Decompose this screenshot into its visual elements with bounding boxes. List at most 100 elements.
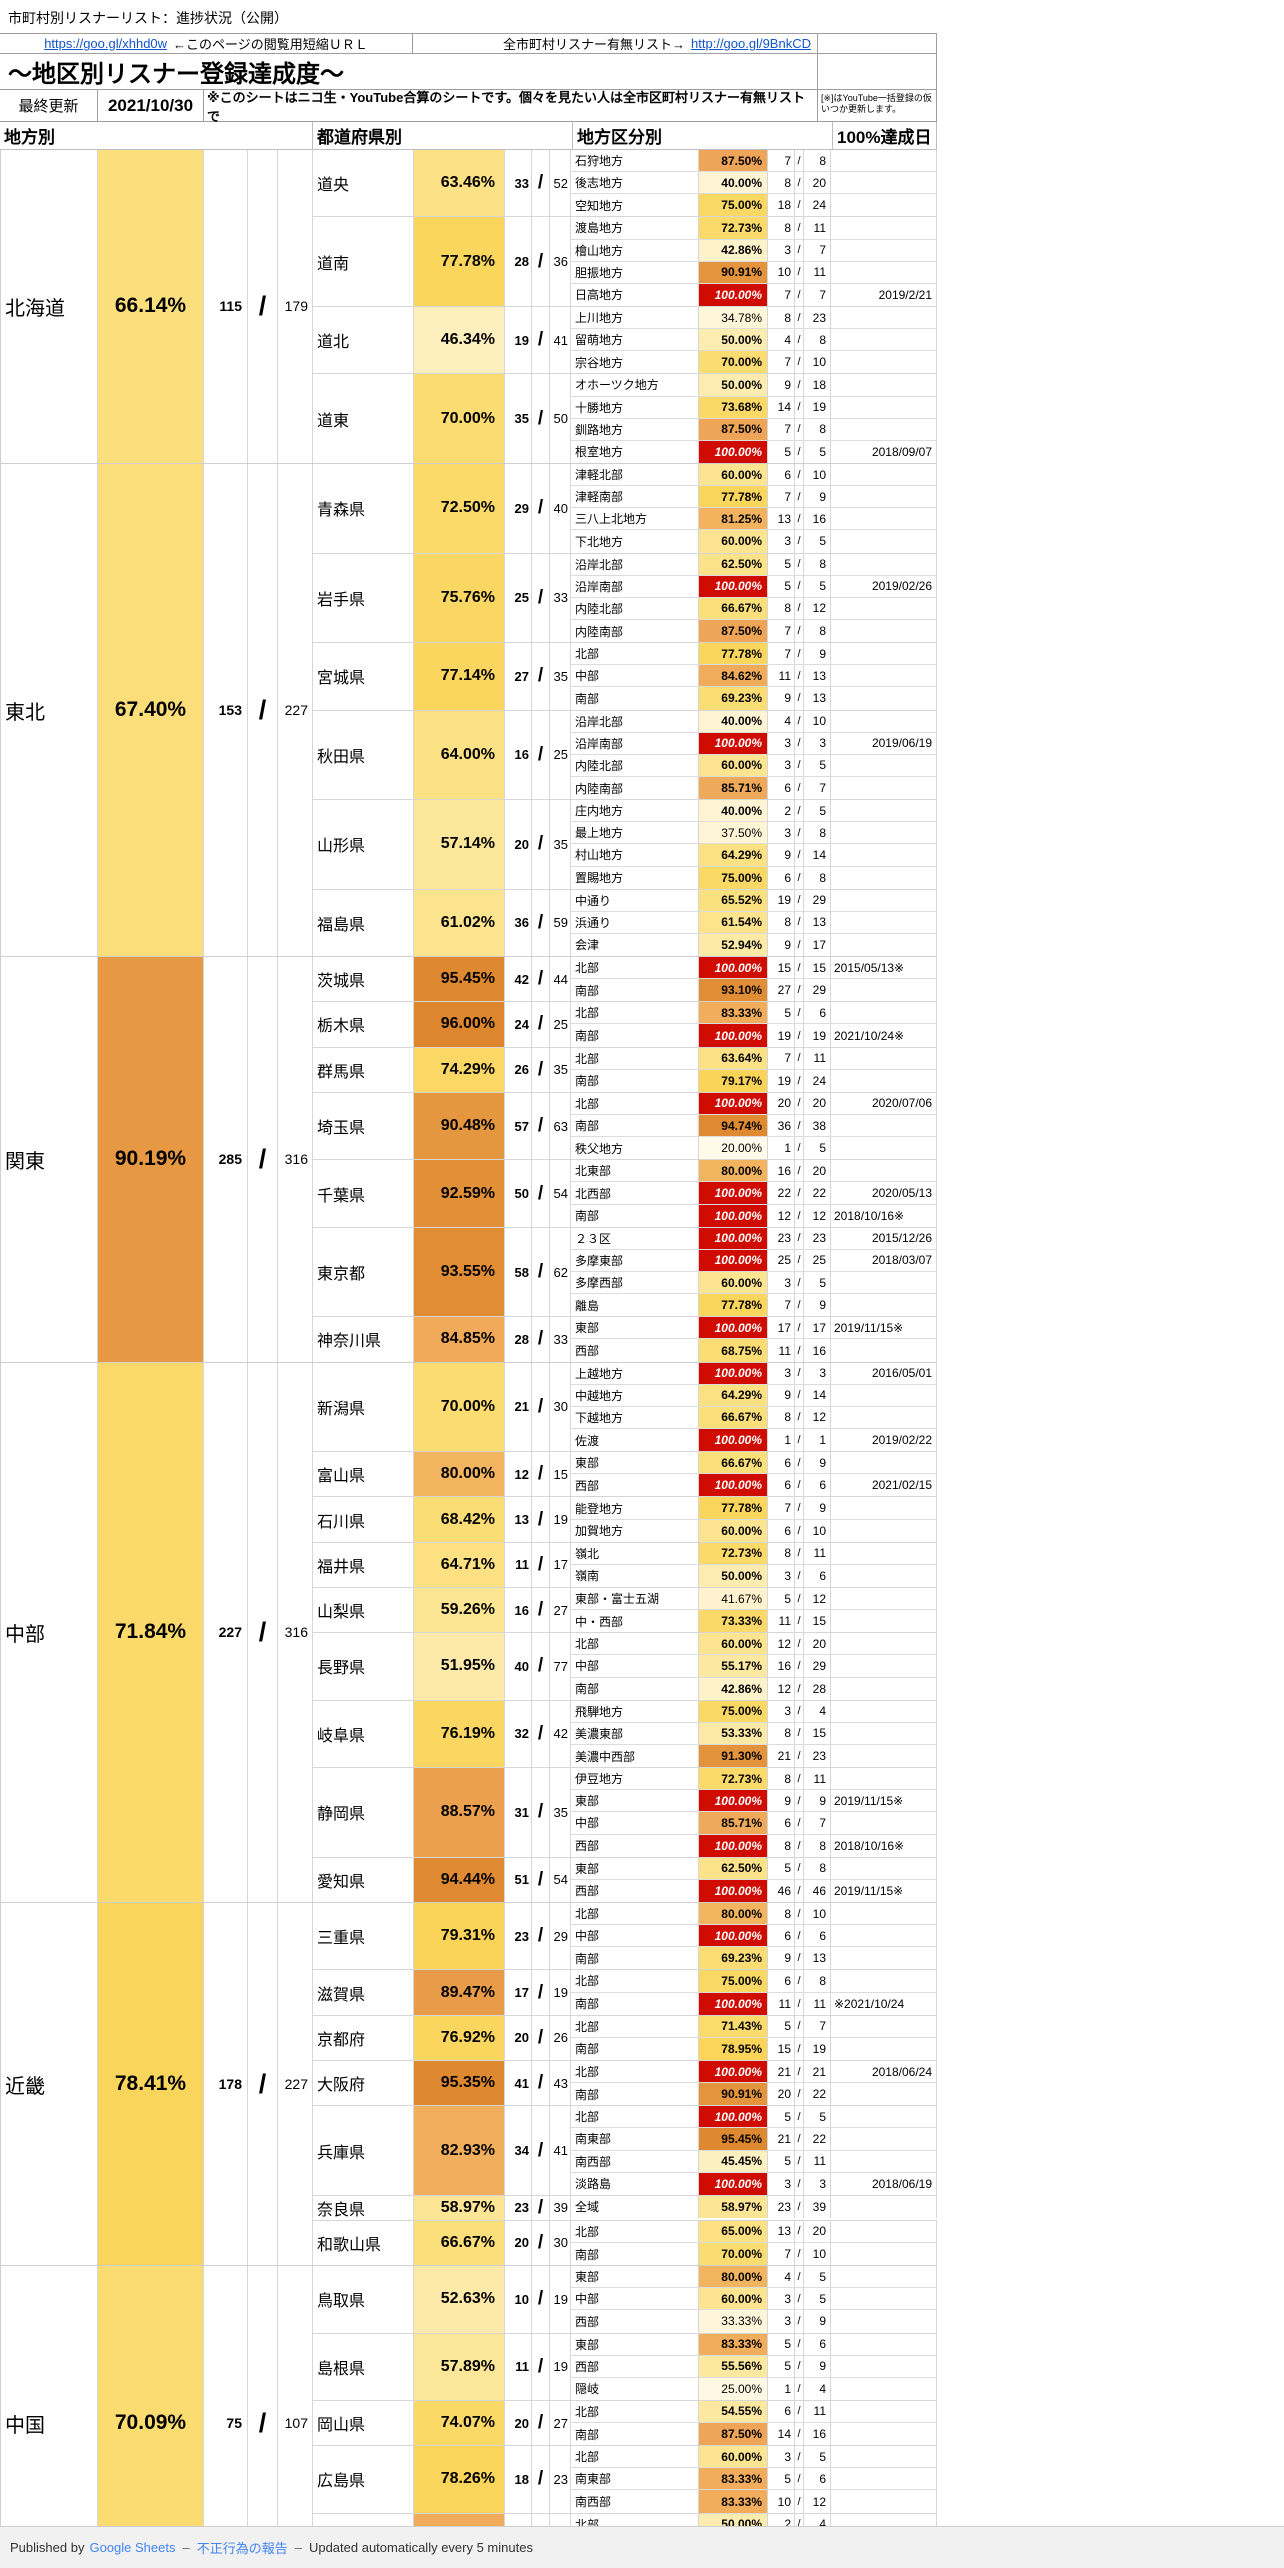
district-pct-cell: 100.00% — [699, 1879, 768, 1902]
google-sheets-link[interactable]: Google Sheets — [89, 2540, 176, 2555]
prefecture-row: 三重県 79.31% 23/29 北部 80.00% 8/10 中部 100.00% 6/6 南部… — [313, 1902, 937, 1971]
district-pct-cell: 25.00% — [699, 2377, 768, 2400]
district-name-cell: 東部 — [571, 2266, 699, 2288]
district-achieved-count: 7 — [768, 486, 795, 508]
district-achieved-count: 8 — [768, 1768, 795, 1790]
report-abuse-link[interactable]: 不正行為の報告 — [196, 2541, 288, 2556]
achieve-date-cell: 2020/05/13 — [831, 1182, 937, 1204]
district-group: 渡島地方 72.73% 8/11 檜山地方 42.86% 3/7 胆振地方 90.91% 10/… — [571, 217, 937, 306]
prefecture-achieved-count: 20 — [505, 800, 532, 889]
achieve-date-cell: 2019/11/15※ — [831, 1879, 937, 1902]
prefecture-row: 和歌山県 66.67% 20/30 北部 65.00% 13/20 南部 70.00% 7/10 — [313, 2220, 937, 2266]
prefecture-row: 宮城県 77.14% 27/35 北部 77.78% 7/9 中部 84.62% 11/13 南部… — [313, 643, 937, 711]
column-header-achieve-date: 100%達成日 — [833, 122, 937, 149]
region-total-count: 107 — [278, 2266, 313, 2568]
district-achieved-count: 12 — [768, 1204, 795, 1227]
region-name-cell: 北海道 — [1, 150, 98, 463]
district-name-cell: 留萌地方 — [571, 329, 699, 351]
achieve-date-cell — [831, 351, 937, 374]
district-achieved-count: 9 — [768, 374, 795, 396]
district-pct-cell: 70.00% — [699, 351, 768, 374]
prefecture-row: 道南 77.78% 28/36 渡島地方 72.73% 8/11 檜山地方 42.86% 3/7… — [313, 217, 937, 307]
prefecture-pct-cell: 58.97% — [414, 2195, 505, 2220]
count-divider: / — [532, 1902, 550, 1970]
achieve-date-cell — [831, 1588, 937, 1610]
district-row: 東部 62.50% 5/8 — [571, 1857, 937, 1880]
region-total-count: 316 — [278, 1362, 313, 1902]
link-row: https://goo.gl/xhhd0w ←このページの閲覧用短縮ＵＲＬ 全市… — [0, 33, 937, 54]
district-total-count: 6 — [804, 2468, 831, 2490]
prefecture-achieved-count: 51 — [505, 1857, 532, 1902]
district-pct-cell: 90.91% — [699, 261, 768, 283]
column-header-row: 地方別 都道府県別 地方区分別 100%達成日 — [0, 122, 937, 150]
achieve-date-cell — [831, 1384, 937, 1406]
district-achieved-count: 21 — [768, 1744, 795, 1768]
district-total-count: 8 — [804, 329, 831, 351]
count-divider: / — [795, 2310, 804, 2333]
auto-update-text: Updated automatically every 5 minutes — [308, 2540, 533, 2555]
district-total-count: 5 — [804, 530, 831, 553]
district-total-count: 10 — [804, 1519, 831, 1542]
count-divider: / — [532, 463, 550, 553]
district-total-count: 12 — [804, 1406, 831, 1429]
sheet-title-empty-cell — [818, 54, 937, 89]
region-name-cell: 関東 — [1, 957, 98, 1362]
district-achieved-count: 8 — [768, 1406, 795, 1429]
district-pct-cell: 60.00% — [699, 2288, 768, 2310]
count-divider: / — [795, 1069, 804, 1092]
achieve-date-cell — [831, 329, 937, 351]
prefecture-pct-cell: 93.55% — [414, 1227, 505, 1317]
district-pct-cell: 100.00% — [699, 2106, 768, 2128]
region-pct-cell: 70.09% — [98, 2266, 204, 2568]
district-group: 全域 58.97% 23/39 — [571, 2195, 937, 2220]
prefecture-name-cell: 道北 — [313, 306, 414, 374]
prefecture-row: 長野県 51.95% 40/77 北部 60.00% 12/20 中部 55.17% 16/29… — [313, 1633, 937, 1701]
count-divider: / — [532, 1633, 550, 1700]
prefecture-row: 鳥取県 52.63% 10/19 東部 80.00% 4/5 中部 60.00% 3/5 西部 33… — [313, 2266, 937, 2334]
district-achieved-count: 4 — [768, 710, 795, 732]
count-divider: / — [795, 2490, 804, 2513]
district-total-count: 23 — [804, 1744, 831, 1768]
achieve-date-cell — [831, 1452, 937, 1474]
district-row: 南部 42.86% 12/28 — [571, 1677, 937, 1700]
achieve-date-cell — [831, 754, 937, 776]
district-row: 内陸南部 87.50% 7/8 — [571, 619, 937, 643]
count-divider: / — [532, 1362, 550, 1452]
district-name-cell: 庄内地方 — [571, 800, 699, 822]
prefecture-achieved-count: 19 — [505, 306, 532, 374]
prefecture-achieved-count: 23 — [505, 2195, 532, 2220]
district-pct-cell: 68.75% — [699, 1339, 768, 1362]
district-name-cell: 三八上北地方 — [571, 508, 699, 530]
district-group: 上川地方 34.78% 8/23 留萌地方 50.00% 4/8 宗谷地方 70.00% 7/1… — [571, 306, 937, 374]
count-divider: / — [795, 486, 804, 508]
district-name-cell: 嶺南 — [571, 1564, 699, 1587]
district-row: 沿岸南部 100.00% 5/5 2019/02/26 — [571, 575, 937, 598]
district-achieved-count: 5 — [768, 575, 795, 597]
count-divider: / — [795, 508, 804, 530]
district-name-cell: 十勝地方 — [571, 396, 699, 418]
prefecture-row: 道央 63.46% 33/52 石狩地方 87.50% 7/8 後志地方 40.00% 8/20… — [313, 150, 937, 218]
district-pct-cell: 77.78% — [699, 1497, 768, 1519]
count-divider: / — [795, 1857, 804, 1879]
prefecture-achieved-count: 50 — [505, 1160, 532, 1227]
count-divider: / — [532, 1497, 550, 1542]
prefecture-row: 島根県 57.89% 11/19 東部 83.33% 5/6 西部 55.56% 5/9 隠岐 25… — [313, 2333, 937, 2401]
prefecture-achieved-count: 41 — [505, 2060, 532, 2106]
prefecture-group: 茨城県 95.45% 42/44 北部 100.00% 15/15 2015/05/13※ 南… — [313, 957, 937, 1362]
region-total-count: 227 — [278, 1902, 313, 2266]
district-row: 内陸北部 66.67% 8/12 — [571, 597, 937, 620]
prefecture-pct-cell: 74.07% — [414, 2400, 505, 2446]
count-divider: / — [795, 2106, 804, 2128]
district-achieved-count: 21 — [768, 2060, 795, 2083]
prefecture-row: 神奈川県 84.85% 28/33 東部 100.00% 17/17 2019/11/15※… — [313, 1317, 937, 1362]
other-list-link[interactable]: http://goo.gl/9BnkCD — [691, 36, 811, 51]
count-divider: / — [795, 710, 804, 732]
district-name-cell: 南西部 — [571, 2150, 699, 2172]
achieve-date-cell — [831, 1700, 937, 1722]
district-name-cell: 下北地方 — [571, 530, 699, 553]
short-url-link[interactable]: https://goo.gl/xhhd0w — [44, 36, 168, 51]
district-pct-cell: 55.17% — [699, 1655, 768, 1677]
count-divider: / — [795, 1249, 804, 1272]
district-row: 内陸南部 85.71% 6/7 — [571, 776, 937, 800]
achieve-date-cell — [831, 1902, 937, 1925]
